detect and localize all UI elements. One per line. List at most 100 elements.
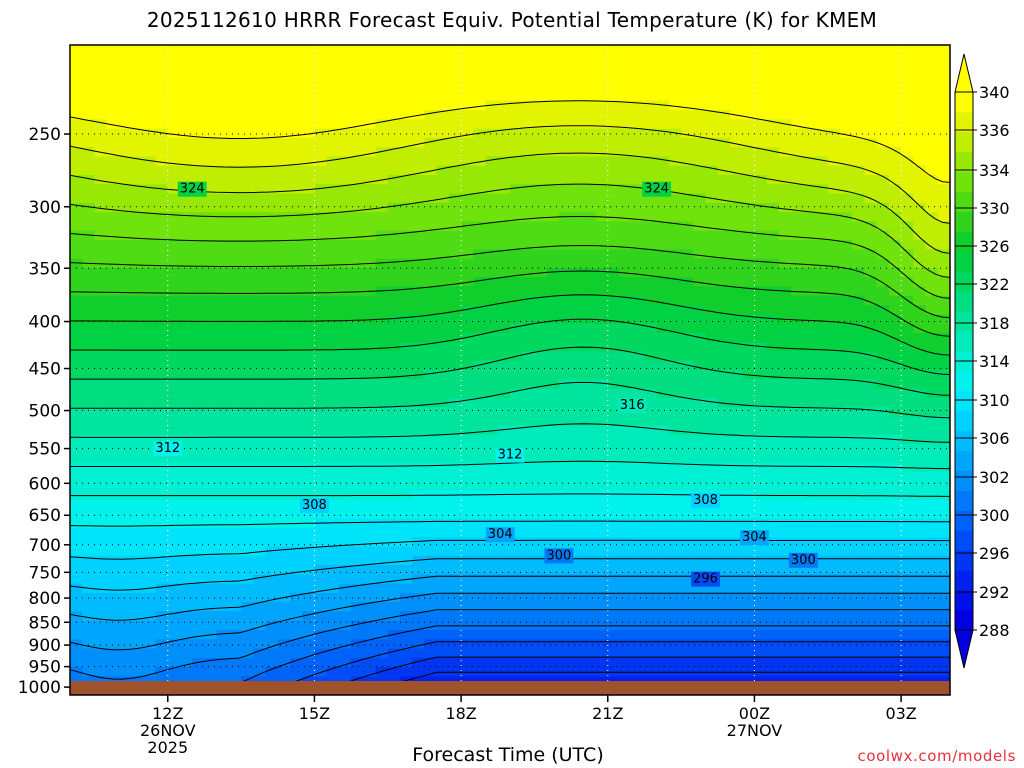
y-tick-label: 800 (29, 589, 61, 609)
contour-312 (70, 520, 950, 527)
chart-title: 2025112610 HRRR Forecast Equiv. Potentia… (146, 8, 878, 32)
colorbar-label: 336 (979, 121, 1010, 140)
colorbar-cell (955, 251, 973, 272)
colorbar-bottom-arrow (954, 629, 974, 669)
contour-label-bg (495, 447, 525, 463)
contour-label-bg (300, 498, 329, 514)
y-tick-label: 350 (29, 259, 61, 279)
contour-label: 304 (742, 530, 767, 545)
colorbar-label: 302 (979, 468, 1010, 487)
plot-frame (69, 44, 951, 696)
colorbar-cell (955, 550, 973, 571)
contour-label: 300 (546, 548, 571, 563)
contour-label: 308 (302, 498, 327, 513)
colorbar-label: 334 (979, 161, 1010, 180)
contour-label: 300 (791, 553, 816, 568)
y-tick-label: 850 (29, 613, 61, 633)
y-tick-label: 1000 (18, 678, 61, 698)
x-tick-label: 21Z (592, 704, 623, 723)
x-tick-year: 2025 (147, 738, 188, 757)
contour-314 (70, 493, 950, 497)
contour-294 (363, 671, 950, 695)
contour-324 (70, 318, 950, 375)
contour-330 (70, 245, 950, 319)
colorbar-label: 330 (979, 199, 1010, 218)
contour-label: 296 (693, 572, 718, 587)
contour-label-bg (485, 527, 515, 543)
ground-bar (70, 681, 950, 695)
colorbar-cell (955, 450, 973, 472)
contour-label-bg (642, 181, 672, 197)
colorbar-cell (955, 191, 973, 212)
y-tick-label: 550 (29, 440, 61, 460)
colorbar-cell (955, 390, 973, 412)
colorbar-cell (955, 490, 973, 511)
y-tick-label: 650 (29, 506, 61, 526)
grid-lines (70, 45, 950, 695)
colorbar-cell (955, 291, 973, 312)
contour-label: 324 (644, 182, 669, 197)
colorbar-cell (955, 211, 973, 232)
contour-label: 308 (693, 493, 718, 508)
contour-label: 304 (488, 527, 513, 542)
y-tick-label: 500 (29, 402, 61, 422)
colorbar-label: 288 (979, 621, 1010, 640)
contour-316 (70, 460, 950, 470)
colorbar-label: 300 (979, 506, 1010, 525)
contour-320 (70, 381, 950, 419)
x-tick-label: 12Z (152, 704, 183, 723)
contour-332 (70, 216, 950, 299)
contour-338 (70, 125, 950, 224)
colorbar-cell (955, 231, 973, 252)
contour-label-bg (691, 571, 720, 587)
contour-lines (70, 100, 950, 695)
x-tick-date: 26NOV (140, 721, 196, 740)
contour-300 (179, 625, 950, 694)
contour-318 (70, 423, 950, 443)
contour-296 (319, 656, 950, 693)
colorbar-top-arrow (954, 53, 974, 93)
x-axis-label: Forecast Time (UTC) (412, 744, 604, 766)
y-tick-label: 250 (29, 125, 61, 145)
contour-label: 324 (180, 182, 205, 197)
contour-328 (70, 270, 950, 337)
contour-334 (70, 183, 950, 278)
contour-298 (267, 641, 950, 694)
colorbar-cell (955, 371, 973, 392)
colorbar-cell (955, 151, 973, 173)
y-tick-label: 700 (29, 536, 61, 556)
colorbar-label: 340 (979, 83, 1010, 102)
credit-link[interactable]: coolwx.com/models (857, 747, 1016, 765)
y-tick-label: 400 (29, 313, 61, 333)
contour-306 (70, 575, 950, 621)
contour-label-bg (177, 181, 207, 197)
contour-304 (70, 592, 950, 651)
contour-302 (70, 609, 950, 680)
colorbar-cell (955, 92, 973, 113)
colorbar-cell (955, 311, 973, 332)
y-tick-label: 750 (29, 563, 61, 583)
contour-340 (70, 100, 950, 183)
y-tick-label: 950 (29, 658, 61, 678)
colorbar-label: 314 (979, 352, 1010, 371)
x-tick-label: 15Z (299, 704, 330, 723)
contour-label-bg (617, 398, 647, 414)
colorbar-cell (955, 271, 973, 292)
contour-label: 312 (155, 441, 180, 456)
colorbar-label: 310 (979, 391, 1010, 410)
colorbar: 340 336 334 330 326 322 318 314 310 306 302 300 296 2… (954, 53, 1010, 669)
x-tick-label: 18Z (445, 704, 476, 723)
colorbar-label: 326 (979, 237, 1010, 256)
colorbar-cell (955, 610, 973, 631)
colorbar-label: 296 (979, 544, 1010, 563)
colorbar-cell (955, 470, 973, 491)
contour-326 (70, 294, 950, 356)
colorbar-label: 322 (979, 275, 1010, 294)
colorbar-cell (955, 510, 973, 531)
contour-label-bg (788, 552, 818, 568)
y-axis: 250 300 350 400 450 500 550 600 650 700 750 800 850 9… (18, 125, 70, 698)
contour-label: 312 (498, 448, 523, 463)
colorbar-cell (955, 171, 973, 193)
